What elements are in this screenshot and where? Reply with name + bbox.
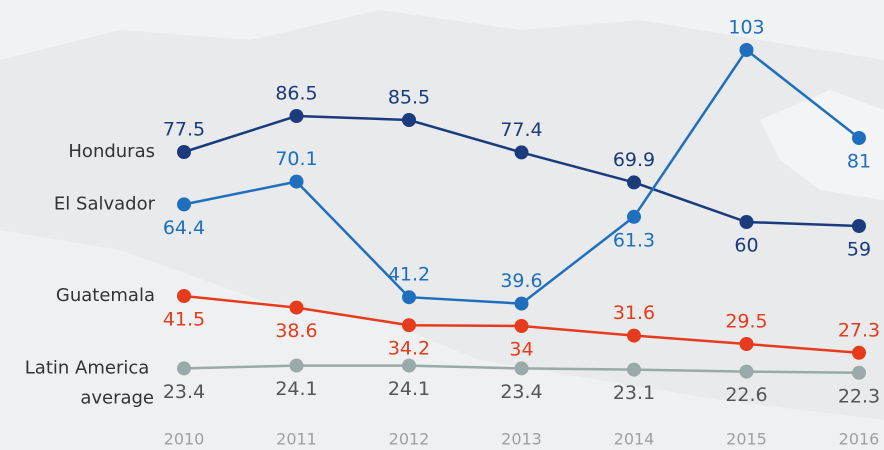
point — [289, 300, 304, 315]
legend-label: Guatemala — [56, 285, 155, 306]
value-label: 31.6 — [613, 302, 655, 324]
point — [627, 328, 641, 343]
value-label: 103 — [728, 17, 764, 39]
point — [739, 43, 754, 57]
value-label: 39.6 — [500, 270, 542, 292]
value-label: 86.5 — [275, 83, 317, 105]
value-label: 81 — [847, 151, 871, 173]
point — [402, 358, 416, 373]
point — [852, 131, 866, 145]
value-label: 41.5 — [163, 309, 205, 331]
value-label: 77.5 — [163, 119, 205, 141]
point — [514, 319, 529, 333]
value-label: 64.4 — [163, 217, 205, 239]
map-land — [0, 230, 884, 450]
point — [852, 219, 866, 233]
point — [177, 197, 191, 212]
value-label: 34 — [509, 339, 533, 361]
value-label: 77.4 — [500, 119, 542, 141]
point — [627, 362, 641, 377]
point — [852, 345, 866, 360]
point — [852, 365, 866, 380]
map-land — [760, 90, 884, 200]
value-label: 23.1 — [613, 382, 655, 404]
point — [514, 145, 529, 160]
value-label: 59 — [847, 239, 871, 261]
x-tick-label: 2010 — [164, 430, 205, 449]
point — [402, 318, 416, 333]
x-tick-label: 2013 — [501, 430, 542, 449]
x-tick-label: 2011 — [276, 430, 317, 449]
point — [739, 215, 754, 229]
legend-label: Honduras — [68, 141, 155, 162]
point — [289, 358, 304, 373]
legend-label: El Salvador — [54, 193, 156, 214]
point — [177, 289, 191, 303]
x-tick-label: 2016 — [839, 430, 880, 449]
point — [514, 361, 529, 376]
x-tick-label: 2014 — [614, 430, 655, 449]
value-label: 22.6 — [725, 384, 767, 406]
x-tick-label: 2015 — [726, 430, 767, 449]
point — [739, 337, 754, 351]
point — [289, 174, 304, 189]
value-label: 61.3 — [613, 229, 655, 251]
point — [402, 290, 416, 305]
value-label: 38.6 — [275, 320, 317, 342]
value-label: 41.2 — [388, 264, 430, 286]
legend-label: Latin America average — [25, 357, 155, 408]
point — [514, 296, 529, 311]
value-label: 23.4 — [500, 381, 542, 403]
value-label: 29.5 — [725, 311, 767, 333]
value-label: 85.5 — [388, 87, 430, 109]
value-label: 34.2 — [388, 338, 430, 360]
value-label: 69.9 — [613, 149, 655, 171]
value-label: 23.4 — [163, 381, 205, 403]
point — [177, 145, 191, 159]
map-land — [0, 0, 884, 60]
point — [402, 113, 416, 127]
point — [627, 175, 641, 190]
value-label: 70.1 — [275, 148, 317, 170]
value-label: 60 — [734, 235, 758, 257]
point — [627, 209, 641, 224]
point — [177, 361, 191, 376]
x-tick-label: 2012 — [389, 430, 430, 449]
value-label: 24.1 — [275, 378, 317, 400]
point — [739, 364, 754, 379]
value-label: 27.3 — [838, 319, 880, 341]
point — [289, 109, 304, 123]
value-label: 24.1 — [388, 378, 430, 400]
value-label: 22.3 — [838, 385, 880, 407]
